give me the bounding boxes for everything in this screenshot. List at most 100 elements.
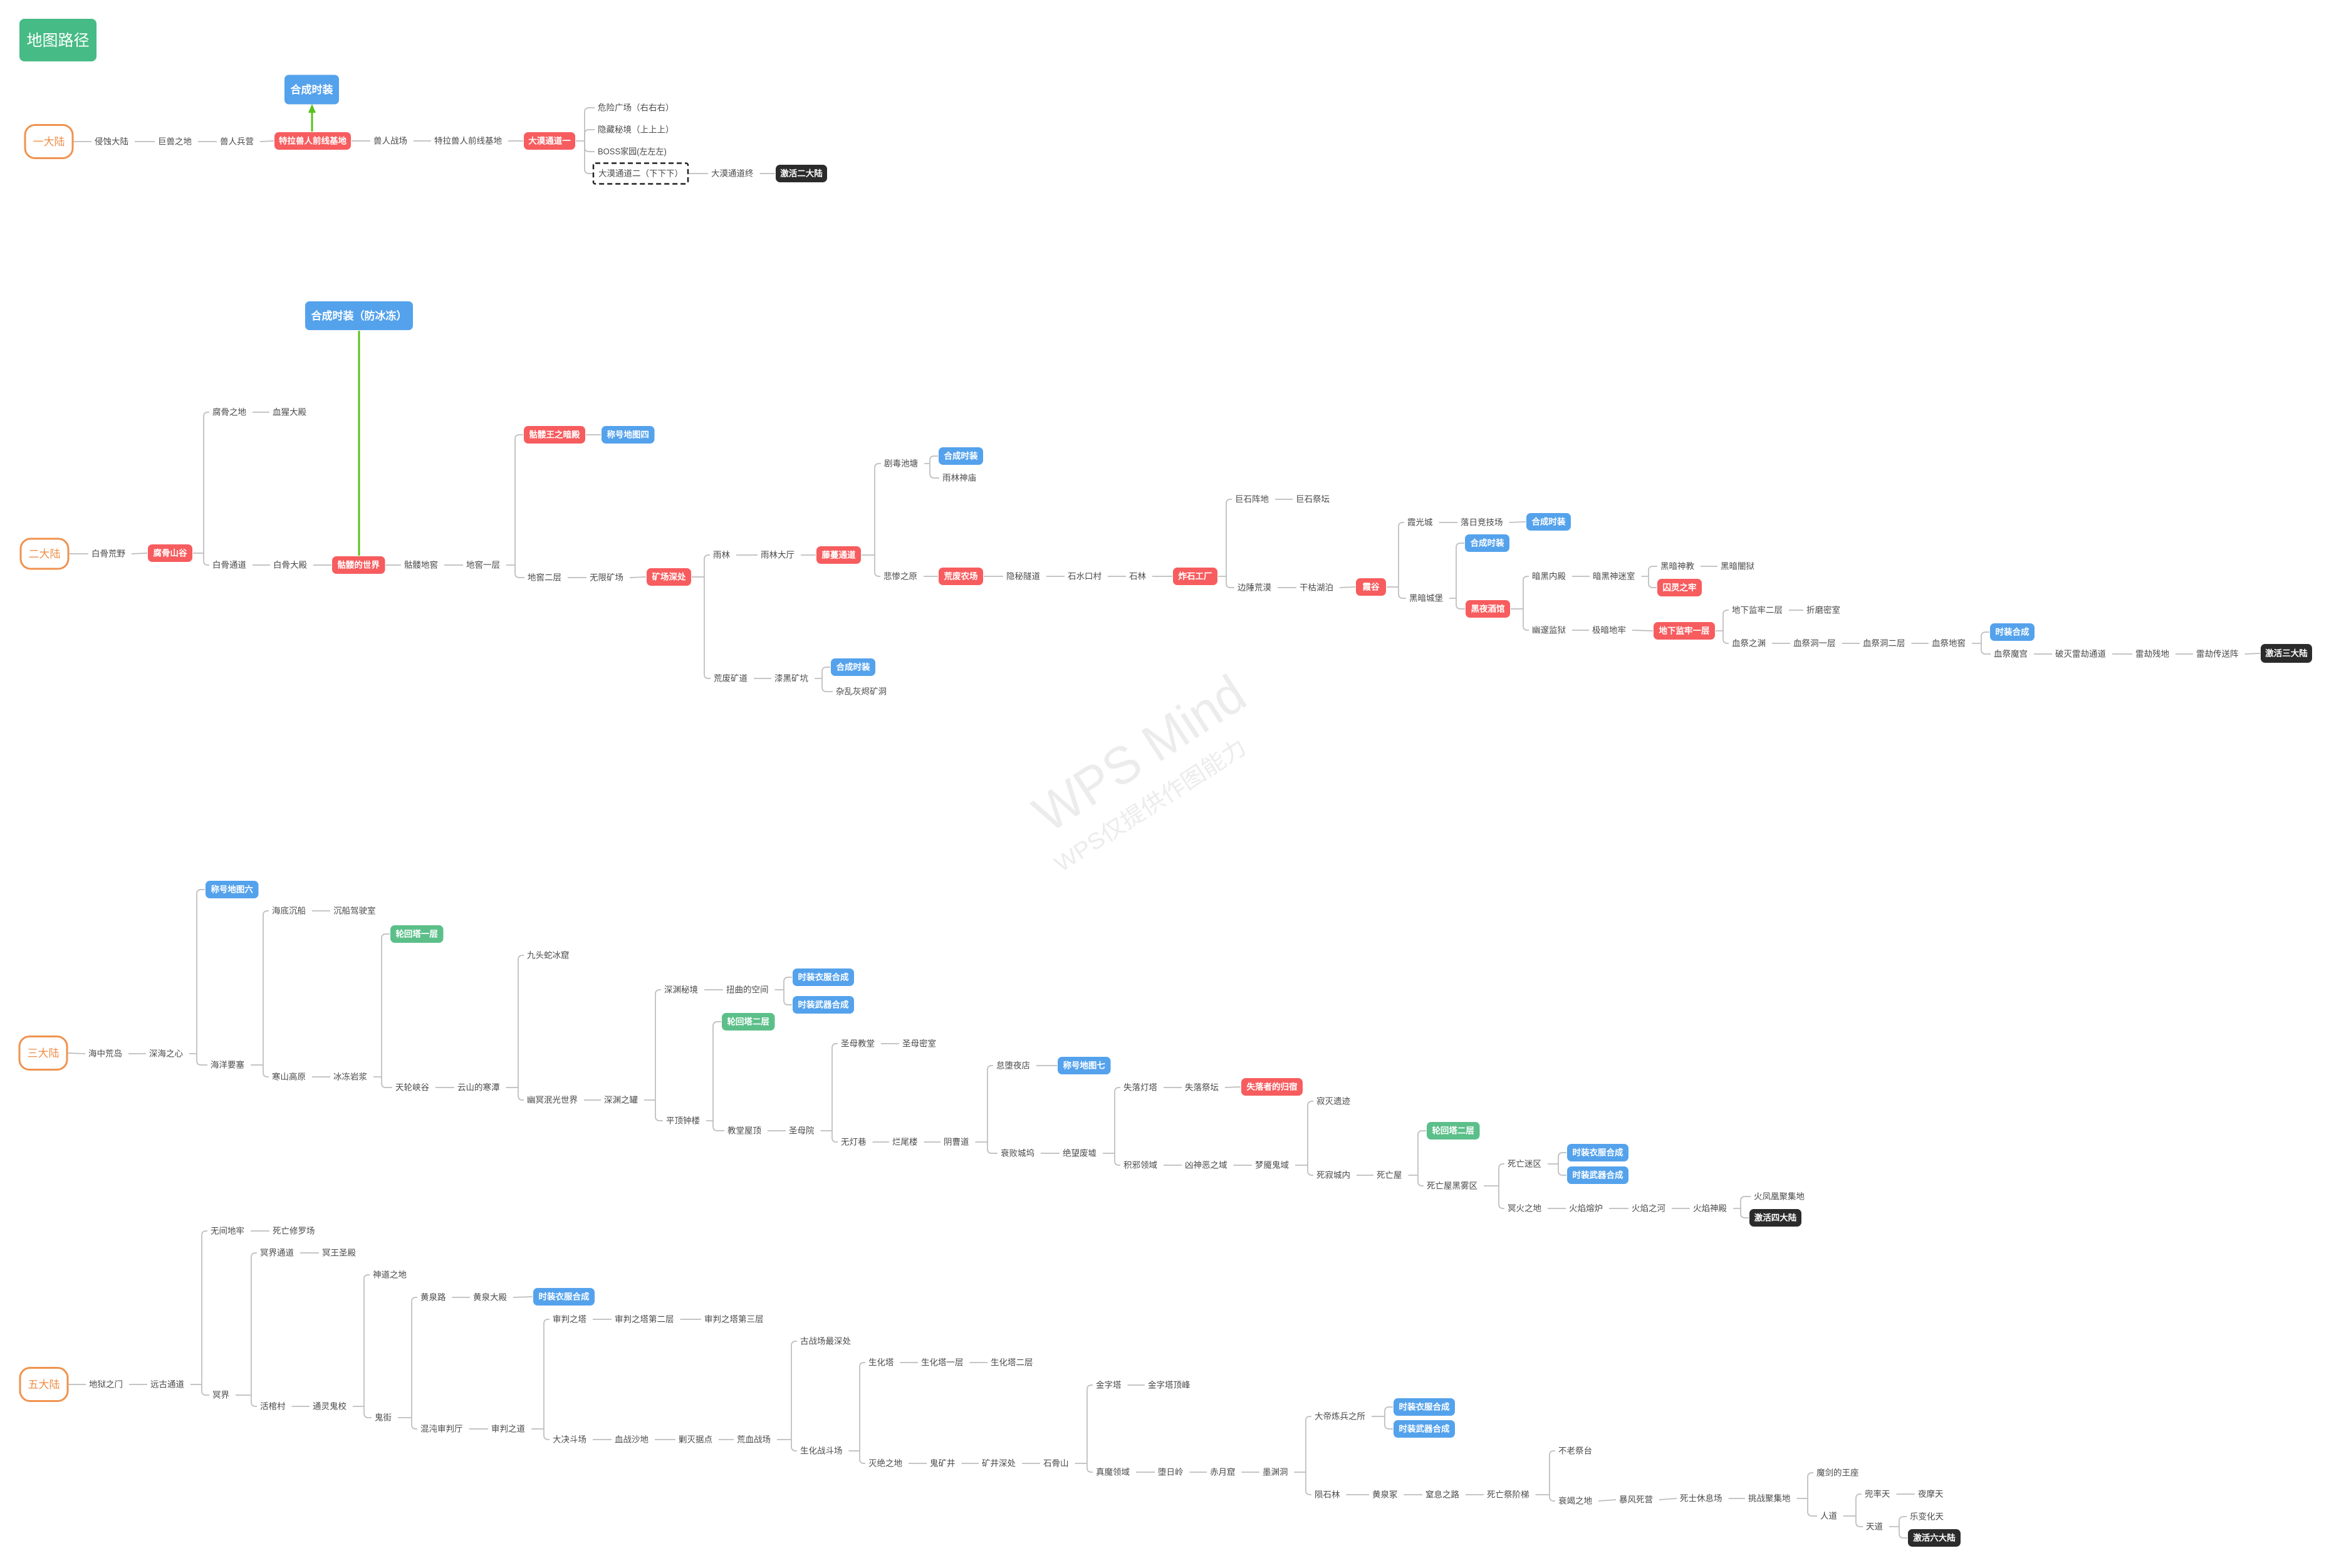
svg-text:生化塔二层: 生化塔二层 [991,1358,1033,1368]
svg-text:地图路径: 地图路径 [27,32,90,49]
svg-text:特拉兽人前线基地: 特拉兽人前线基地 [434,136,502,146]
svg-text:冰冻岩浆: 冰冻岩浆 [333,1072,367,1082]
svg-text:极暗地牢: 极暗地牢 [1592,626,1626,635]
svg-text:堕日岭: 堕日岭 [1158,1467,1184,1477]
svg-text:活棺村: 活棺村 [260,1402,286,1411]
svg-text:赤月窟: 赤月窟 [1210,1467,1236,1477]
svg-text:死亡修罗场: 死亡修罗场 [273,1227,315,1236]
svg-text:血战沙地: 血战沙地 [615,1435,649,1445]
svg-text:五大陆: 五大陆 [28,1379,60,1391]
svg-text:雨林神庙: 雨林神庙 [942,474,976,483]
svg-text:寂灭遗迹: 寂灭遗迹 [1316,1097,1351,1106]
svg-text:寒山高原: 寒山高原 [272,1072,306,1082]
svg-text:血祭洞二层: 血祭洞二层 [1863,639,1905,648]
svg-text:危险广场（右右右）: 危险广场（右右右） [598,103,674,113]
svg-text:二大陆: 二大陆 [29,548,61,560]
svg-text:绝望废墟: 绝望废墟 [1063,1149,1097,1158]
svg-text:腐骨之地: 腐骨之地 [212,408,246,417]
svg-text:教堂屋顶: 教堂屋顶 [727,1126,761,1136]
svg-text:真魔领域: 真魔领域 [1096,1468,1130,1477]
svg-text:暗黑内殿: 暗黑内殿 [1532,572,1566,581]
svg-text:时装武器合成: 时装武器合成 [1573,1170,1623,1180]
svg-text:通灵鬼校: 通灵鬼校 [313,1401,346,1411]
svg-text:血猩大殿: 血猩大殿 [273,408,306,417]
svg-text:无间地牢: 无间地牢 [211,1227,244,1236]
svg-text:BOSS家园(左左左): BOSS家园(左左左) [598,147,667,157]
svg-text:死亡屋黑雾区: 死亡屋黑雾区 [1427,1181,1477,1191]
svg-text:失落祭坛: 失落祭坛 [1185,1083,1219,1093]
svg-text:火焰之河: 火焰之河 [1632,1204,1666,1213]
svg-text:荒废矿道: 荒废矿道 [714,674,748,683]
svg-text:生化塔: 生化塔 [868,1358,894,1368]
svg-text:生化塔一层: 生化塔一层 [921,1358,964,1368]
svg-text:雨林: 雨林 [713,551,731,560]
svg-text:大帝炼兵之所: 大帝炼兵之所 [1315,1412,1365,1421]
svg-text:囚灵之牢: 囚灵之牢 [1663,583,1697,593]
svg-text:杂乱灰烬矿洞: 杂乱灰烬矿洞 [836,687,887,697]
svg-text:挑战聚集地: 挑战聚集地 [1748,1494,1791,1503]
svg-text:矿场深处: 矿场深处 [652,572,686,582]
svg-text:激活六大陆: 激活六大陆 [1913,1533,1956,1543]
svg-text:神道之地: 神道之地 [373,1270,407,1280]
svg-text:人道: 人道 [1820,1512,1837,1521]
svg-text:鬼矿井: 鬼矿井 [930,1459,956,1468]
svg-text:怠堕夜店: 怠堕夜店 [996,1061,1030,1071]
svg-text:时装衣服合成: 时装衣服合成 [539,1292,590,1302]
svg-text:血祭地窖: 血祭地窖 [1932,638,1966,648]
svg-text:扭曲的空间: 扭曲的空间 [726,985,769,995]
svg-text:审判之塔第三层: 审判之塔第三层 [704,1314,764,1324]
svg-text:巨石祭坛: 巨石祭坛 [1296,495,1330,504]
svg-text:合成时装: 合成时装 [1532,517,1566,527]
svg-text:白骨荒野: 白骨荒野 [91,549,125,559]
svg-text:合成时装: 合成时装 [1471,538,1505,548]
svg-text:时装衣服合成: 时装衣服合成 [798,972,849,982]
svg-text:审判之塔第二层: 审判之塔第二层 [615,1314,674,1324]
svg-text:梦魇鬼域: 梦魇鬼域 [1255,1161,1289,1170]
svg-text:衰败城坞: 衰败城坞 [1001,1148,1034,1158]
svg-text:巨兽之地: 巨兽之地 [158,137,192,147]
svg-text:暴风死营: 暴风死营 [1619,1495,1653,1505]
svg-text:时装衣服合成: 时装衣服合成 [1399,1402,1450,1412]
svg-text:兜率天: 兜率天 [1865,1489,1890,1499]
svg-text:黑夜酒馆: 黑夜酒馆 [1471,604,1505,614]
svg-text:审判之塔: 审判之塔 [553,1315,586,1324]
svg-text:矿井深处: 矿井深处 [982,1459,1016,1468]
svg-text:海中荒岛: 海中荒岛 [88,1049,122,1059]
svg-text:藤蔓通道: 藤蔓通道 [822,550,856,560]
svg-text:死亡祭阶梯: 死亡祭阶梯 [1487,1490,1529,1500]
svg-text:失落灯塔: 失落灯塔 [1123,1083,1157,1093]
svg-text:死亡屋: 死亡屋 [1377,1171,1402,1180]
svg-text:海洋要塞: 海洋要塞 [211,1060,244,1070]
svg-text:血祭魔宫: 血祭魔宫 [1994,650,2028,659]
svg-text:合成时装（防冰冻）: 合成时装（防冰冻） [311,309,407,322]
svg-text:圣母院: 圣母院 [789,1126,815,1136]
svg-text:冥火之地: 冥火之地 [1508,1204,1542,1213]
svg-text:烂尾楼: 烂尾楼 [892,1138,918,1147]
svg-text:死寂城内: 死寂城内 [1316,1171,1350,1180]
svg-text:九头蛇冰窟: 九头蛇冰窟 [527,950,570,960]
svg-text:深海之心: 深海之心 [149,1049,183,1059]
svg-text:大决斗场: 大决斗场 [553,1435,586,1445]
svg-text:荒废农场: 荒废农场 [944,571,978,581]
svg-text:云山的寒潭: 云山的寒潭 [457,1083,500,1093]
svg-text:古战场最深处: 古战场最深处 [800,1337,851,1346]
svg-text:边陲荒漠: 边陲荒漠 [1237,583,1271,593]
svg-text:死士休息场: 死士休息场 [1680,1493,1722,1503]
svg-text:地下监牢二层: 地下监牢二层 [1732,606,1783,615]
svg-text:激活四大陆: 激活四大陆 [1754,1213,1797,1223]
svg-text:生化战斗场: 生化战斗场 [800,1446,843,1456]
svg-text:幽邃监狱: 幽邃监狱 [1532,626,1566,635]
svg-text:时装武器合成: 时装武器合成 [798,1000,849,1010]
svg-text:白骨通道: 白骨通道 [212,561,246,570]
svg-text:鬼街: 鬼街 [375,1413,392,1423]
svg-text:轮回塔二层: 轮回塔二层 [727,1017,769,1027]
svg-text:合成时装: 合成时装 [944,451,978,461]
svg-text:黄泉大殿: 黄泉大殿 [473,1292,507,1302]
svg-text:三大陆: 三大陆 [28,1047,60,1059]
svg-text:石林: 石林 [1129,572,1147,581]
svg-text:称号地图六: 称号地图六 [211,885,253,895]
svg-text:干枯湖泊: 干枯湖泊 [1300,583,1333,593]
svg-text:乐变化天: 乐变化天 [1910,1512,1944,1522]
svg-text:时装武器合成: 时装武器合成 [1399,1424,1450,1434]
svg-text:特拉兽人前线基地: 特拉兽人前线基地 [279,136,346,146]
